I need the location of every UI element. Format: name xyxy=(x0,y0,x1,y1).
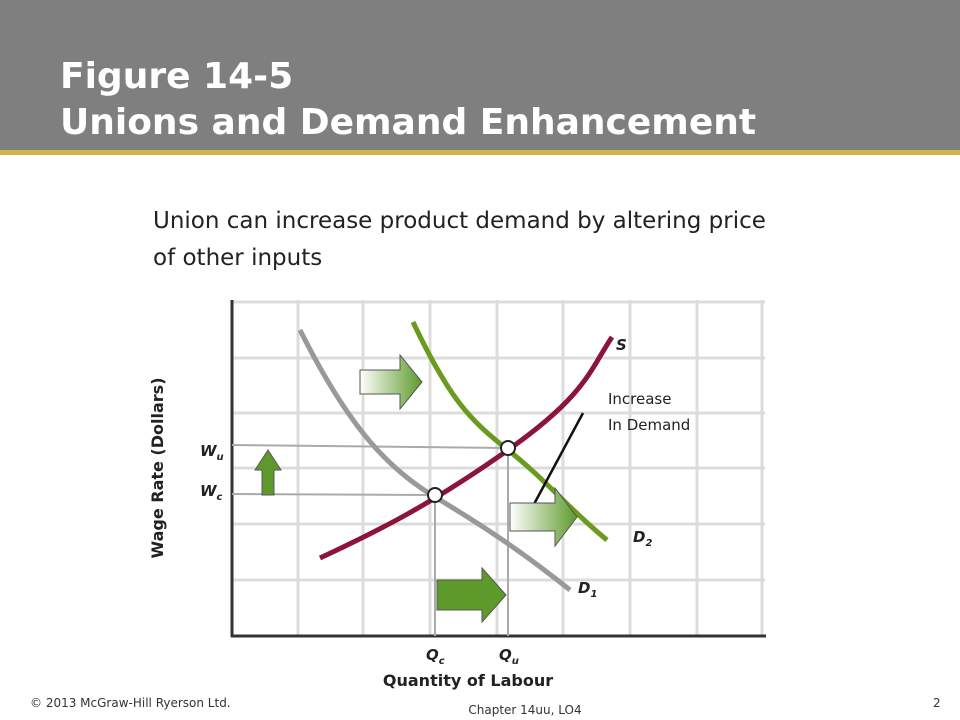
shift-arrow xyxy=(436,566,507,624)
equilibrium-point xyxy=(500,440,516,456)
wage-label: Wc xyxy=(200,482,223,503)
label-main: D xyxy=(633,528,645,546)
label-sub: c xyxy=(217,492,223,503)
label-main: Q xyxy=(426,646,439,664)
header-rule xyxy=(0,150,960,155)
shift-arrow xyxy=(359,353,423,411)
label-main: D xyxy=(578,579,590,597)
header-band xyxy=(0,0,960,150)
label-sub: u xyxy=(217,452,224,463)
quantity-label: Qc xyxy=(426,646,445,667)
body-text: of other inputs xyxy=(153,245,322,271)
wage-arrow xyxy=(254,449,282,496)
label-main: Q xyxy=(499,646,512,664)
title: Figure 14-5 xyxy=(60,56,293,97)
label-sub: 2 xyxy=(645,538,652,549)
curve-label: D1 xyxy=(578,579,597,600)
annotation-pointer xyxy=(531,412,585,507)
annotation: Increase xyxy=(608,390,671,408)
label-main: W xyxy=(200,482,218,500)
label-sub: u xyxy=(512,656,519,667)
shift-arrow xyxy=(509,486,578,548)
equilibrium-point xyxy=(427,487,443,503)
page-number: 2 xyxy=(933,696,941,710)
label-main: W xyxy=(200,442,218,460)
chapter: Chapter 14uu, LO4 xyxy=(468,703,581,717)
supply-label: S xyxy=(616,336,627,354)
annotation: In Demand xyxy=(608,416,690,434)
title: Unions and Demand Enhancement xyxy=(60,102,756,143)
quantity-label: Qu xyxy=(499,646,519,667)
curve-label: D2 xyxy=(633,528,652,549)
y-axis-label: Wage Rate (Dollars) xyxy=(148,377,167,558)
wage-label: Wu xyxy=(200,442,224,463)
body-text: Union can increase product demand by alt… xyxy=(153,208,766,234)
copyright: © 2013 McGraw-Hill Ryerson Ltd. xyxy=(30,696,231,710)
x-axis-label: Quantity of Labour xyxy=(383,671,553,690)
label-sub: c xyxy=(439,656,445,667)
label-sub: 1 xyxy=(590,589,597,600)
